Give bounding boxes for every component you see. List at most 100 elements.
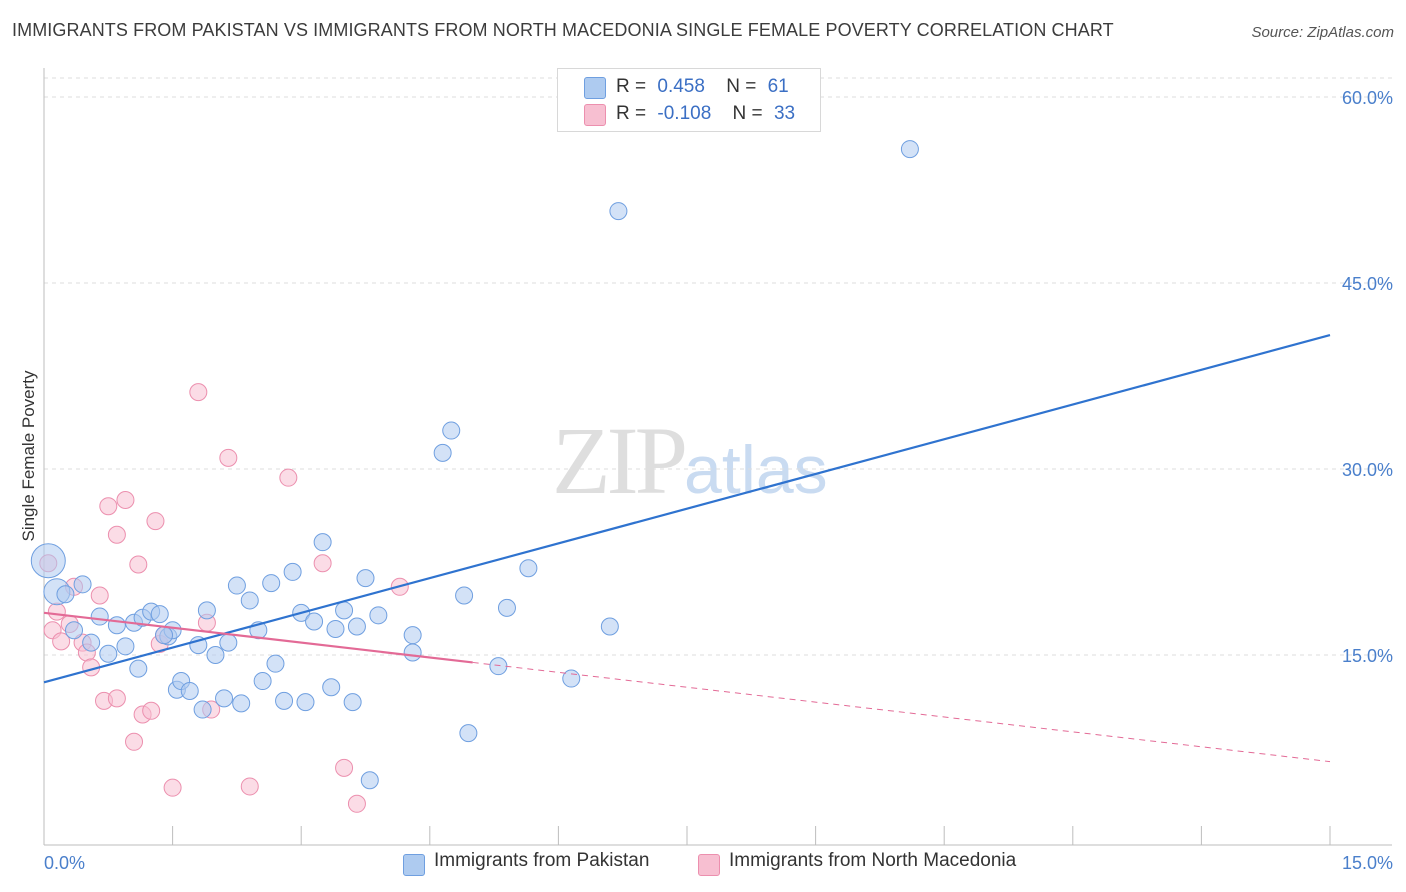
macedonia-legend-label: Immigrants from North Macedonia xyxy=(729,850,1017,871)
macedonia-point xyxy=(90,586,109,605)
macedonia-trend-extension xyxy=(472,661,1331,763)
pakistan-point xyxy=(322,678,341,697)
macedonia-point xyxy=(279,468,298,487)
pakistan-point xyxy=(433,443,452,462)
pakistan-point xyxy=(197,601,216,620)
macedonia-point xyxy=(129,555,148,574)
x-tick-label: 15.0% xyxy=(1342,853,1393,873)
pakistan-point xyxy=(403,643,422,662)
macedonia-point xyxy=(189,383,208,402)
watermark: ZIPatlas xyxy=(552,405,828,516)
watermark-zip: ZIP xyxy=(552,407,688,514)
pakistan-trend-line xyxy=(43,334,1331,684)
pakistan-point xyxy=(459,724,478,743)
pakistan-points xyxy=(30,140,919,790)
macedonia-point xyxy=(219,448,238,467)
pakistan-point xyxy=(900,140,919,159)
pakistan-point xyxy=(455,586,474,605)
grid-lines xyxy=(44,77,1392,656)
pakistan-point xyxy=(155,626,174,645)
pakistan-point xyxy=(497,598,516,617)
pakistan-point xyxy=(219,633,238,652)
pakistan-point xyxy=(206,646,225,664)
y-tick-label: 30.0% xyxy=(1342,460,1393,480)
macedonia-legend-swatch xyxy=(698,854,720,876)
pakistan-point xyxy=(30,543,66,579)
x-tick-label: 0.0% xyxy=(44,853,85,873)
macedonia-point xyxy=(240,777,259,796)
pakistan-point xyxy=(107,616,126,635)
watermark-atlas: atlas xyxy=(684,432,828,508)
pakistan-point xyxy=(600,617,619,636)
macedonia-point xyxy=(107,525,126,544)
series-legend: Immigrants from Pakistan Immigrants from… xyxy=(0,850,1406,880)
pakistan-point xyxy=(99,644,118,663)
n-value: 33 xyxy=(773,103,796,124)
pakistan-point xyxy=(227,576,246,595)
pakistan-point xyxy=(442,421,461,440)
source-credit: Source: ZipAtlas.com xyxy=(1251,24,1394,41)
pakistan-point xyxy=(296,693,315,712)
macedonia-point xyxy=(99,497,118,516)
pakistan-point xyxy=(65,621,84,640)
pakistan-point xyxy=(82,633,101,652)
pakistan-point xyxy=(519,559,538,578)
r-label: R = xyxy=(616,103,647,124)
tick-labels: 15.0% 30.0% 45.0% 60.0% 0.0% 15.0% xyxy=(44,88,1393,873)
y-tick-label: 60.0% xyxy=(1342,88,1393,108)
pakistan-legend-swatch xyxy=(403,854,425,876)
macedonia-stats-row: R = -0.108 N = 33 xyxy=(616,103,795,127)
axes xyxy=(43,68,1392,846)
pakistan-point xyxy=(253,672,272,691)
macedonia-point xyxy=(125,732,144,751)
y-tick-label: 45.0% xyxy=(1342,274,1393,294)
macedonia-point xyxy=(347,794,366,813)
pakistan-point xyxy=(347,617,366,636)
macedonia-swatch xyxy=(584,104,606,126)
r-value: -0.108 xyxy=(657,103,712,124)
macedonia-point xyxy=(335,758,354,777)
pakistan-point xyxy=(56,585,75,604)
n-value: 61 xyxy=(767,76,789,97)
pakistan-point xyxy=(116,637,135,656)
macedonia-point xyxy=(107,689,126,708)
pakistan-point xyxy=(266,654,285,673)
pakistan-point xyxy=(275,691,294,710)
chart-title: IMMIGRANTS FROM PAKISTAN VS IMMIGRANTS F… xyxy=(12,20,1114,40)
macedonia-point xyxy=(146,512,165,531)
pakistan-point xyxy=(356,569,375,588)
pakistan-point xyxy=(305,612,324,631)
pakistan-point xyxy=(369,606,388,625)
stats-legend: R = 0.458 N = 61 R = -0.108 N = 33 xyxy=(557,68,821,132)
pakistan-point xyxy=(180,681,199,700)
pakistan-point xyxy=(609,202,628,221)
macedonia-point xyxy=(313,554,332,573)
trend-lines xyxy=(43,334,1331,763)
pakistan-legend-label: Immigrants from Pakistan xyxy=(434,850,650,871)
pakistan-point xyxy=(360,771,379,790)
pakistan-point xyxy=(262,574,281,593)
pakistan-stats-row: R = 0.458 N = 61 xyxy=(616,76,789,100)
pakistan-point xyxy=(73,575,92,594)
pakistan-point xyxy=(232,694,251,713)
pakistan-point xyxy=(489,657,508,676)
pakistan-point xyxy=(150,605,169,624)
y-axis-label: Single Female Poverty xyxy=(19,370,38,542)
r-label: R = xyxy=(616,76,647,97)
r-value: 0.458 xyxy=(657,76,705,97)
macedonia-point xyxy=(142,701,161,720)
pakistan-point xyxy=(215,689,234,708)
macedonia-point xyxy=(163,778,182,797)
pakistan-point xyxy=(343,693,362,712)
macedonia-trend-line xyxy=(43,611,473,664)
n-label: N = xyxy=(726,76,757,97)
y-tick-label: 15.0% xyxy=(1342,646,1393,666)
macedonia-point xyxy=(47,602,66,621)
macedonia-point xyxy=(116,491,135,509)
pakistan-point xyxy=(90,607,109,626)
pakistan-point xyxy=(283,562,302,581)
pakistan-swatch xyxy=(584,77,606,99)
pakistan-point xyxy=(240,591,259,610)
pakistan-point xyxy=(313,533,332,552)
